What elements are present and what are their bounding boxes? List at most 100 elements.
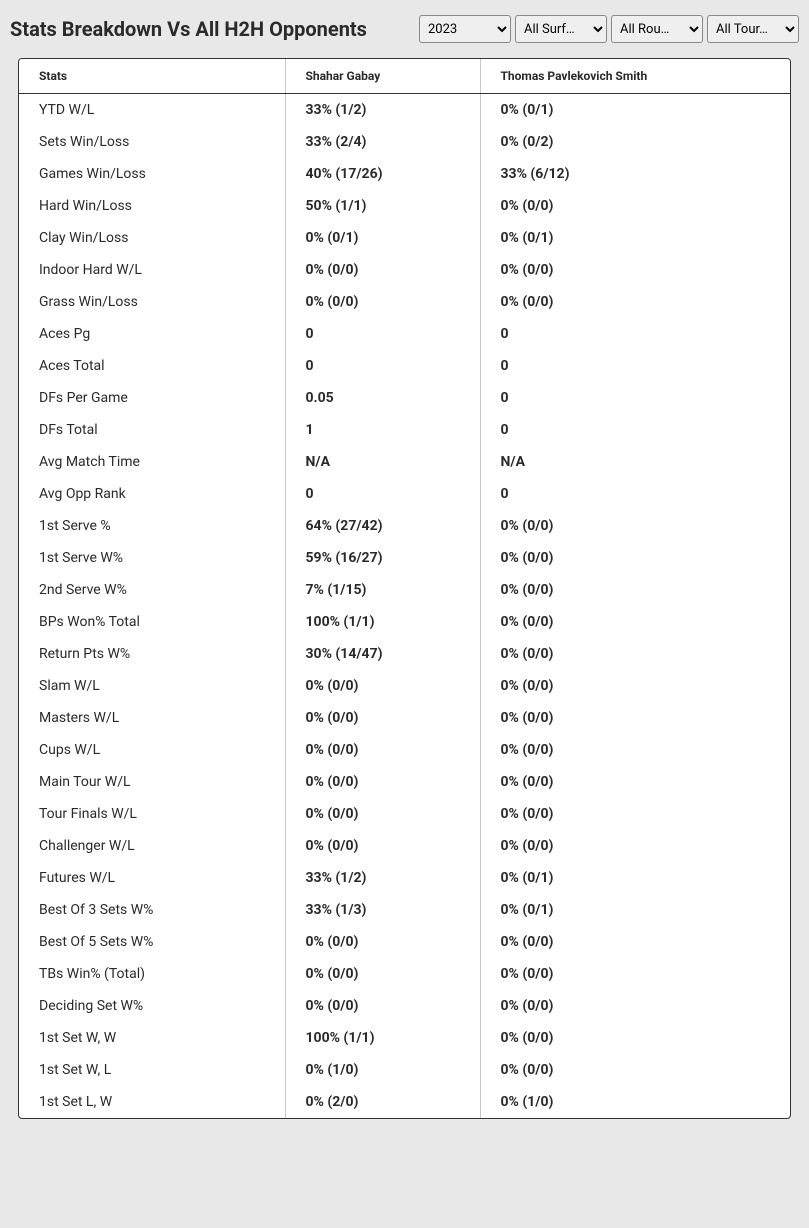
stat-name: Tour Finals W/L <box>19 798 285 830</box>
player2-value: 0% (0/0) <box>480 254 790 286</box>
player2-value: 0% (0/0) <box>480 574 790 606</box>
stat-name: Futures W/L <box>19 862 285 894</box>
table-row: 1st Set W, L0% (1/0)0% (0/0) <box>19 1054 790 1086</box>
table-row: Cups W/L0% (0/0)0% (0/0) <box>19 734 790 766</box>
player1-value: 0 <box>285 318 480 350</box>
player2-value: 0% (0/0) <box>480 670 790 702</box>
player1-value: 0% (0/0) <box>285 990 480 1022</box>
player2-value: 0% (0/0) <box>480 702 790 734</box>
table-row: Best Of 5 Sets W%0% (0/0)0% (0/0) <box>19 926 790 958</box>
table-row: Return Pts W%30% (14/47)0% (0/0) <box>19 638 790 670</box>
player2-value: 0% (0/0) <box>480 638 790 670</box>
player1-value: 0 <box>285 350 480 382</box>
stat-name: Challenger W/L <box>19 830 285 862</box>
table-row: 1st Serve %64% (27/42)0% (0/0) <box>19 510 790 542</box>
player1-value: 0% (0/0) <box>285 926 480 958</box>
player1-value: 0% (0/1) <box>285 222 480 254</box>
player1-value: 33% (1/3) <box>285 894 480 926</box>
filters: 2023 All Surf… All Rou… All Tour… <box>419 15 799 43</box>
table-row: DFs Per Game0.050 <box>19 382 790 414</box>
player1-value: 30% (14/47) <box>285 638 480 670</box>
player2-value: 0% (0/0) <box>480 190 790 222</box>
player1-value: 0% (0/0) <box>285 670 480 702</box>
table-row: Best Of 3 Sets W%33% (1/3)0% (0/1) <box>19 894 790 926</box>
player2-value: 0% (0/0) <box>480 1054 790 1086</box>
player2-value: 0 <box>480 382 790 414</box>
player1-value: 59% (16/27) <box>285 542 480 574</box>
player1-value: 0% (0/0) <box>285 766 480 798</box>
surface-select[interactable]: All Surf… <box>515 15 607 43</box>
table-row: Indoor Hard W/L0% (0/0)0% (0/0) <box>19 254 790 286</box>
player2-value: 0 <box>480 350 790 382</box>
player2-value: N/A <box>480 446 790 478</box>
player2-value: 0% (0/0) <box>480 1022 790 1054</box>
player2-value: 0 <box>480 318 790 350</box>
table-row: Deciding Set W%0% (0/0)0% (0/0) <box>19 990 790 1022</box>
table-row: Games Win/Loss40% (17/26)33% (6/12) <box>19 158 790 190</box>
player2-value: 0% (0/1) <box>480 222 790 254</box>
player2-value: 0% (0/1) <box>480 94 790 127</box>
stat-name: Aces Total <box>19 350 285 382</box>
stat-name: Main Tour W/L <box>19 766 285 798</box>
year-select[interactable]: 2023 <box>419 15 511 43</box>
stat-name: Avg Opp Rank <box>19 478 285 510</box>
player2-value: 0% (0/0) <box>480 510 790 542</box>
stat-name: Sets Win/Loss <box>19 126 285 158</box>
stat-name: Games Win/Loss <box>19 158 285 190</box>
player2-value: 0% (0/0) <box>480 990 790 1022</box>
table-row: Futures W/L33% (1/2)0% (0/1) <box>19 862 790 894</box>
stat-name: Slam W/L <box>19 670 285 702</box>
player2-value: 0% (0/0) <box>480 286 790 318</box>
header: Stats Breakdown Vs All H2H Opponents 202… <box>0 0 809 58</box>
player2-value: 0 <box>480 414 790 446</box>
player2-value: 0% (0/0) <box>480 542 790 574</box>
stat-name: Best Of 5 Sets W% <box>19 926 285 958</box>
player2-value: 0% (0/0) <box>480 926 790 958</box>
stat-name: Deciding Set W% <box>19 990 285 1022</box>
table-row: Avg Opp Rank00 <box>19 478 790 510</box>
stat-name: 2nd Serve W% <box>19 574 285 606</box>
tournament-select[interactable]: All Tour… <box>707 15 799 43</box>
stat-name: 1st Set W, W <box>19 1022 285 1054</box>
table-row: Tour Finals W/L0% (0/0)0% (0/0) <box>19 798 790 830</box>
player1-value: 40% (17/26) <box>285 158 480 190</box>
stat-name: 1st Serve W% <box>19 542 285 574</box>
stat-name: Hard Win/Loss <box>19 190 285 222</box>
player2-value: 0% (0/1) <box>480 894 790 926</box>
player1-value: 0% (0/0) <box>285 798 480 830</box>
stat-name: Return Pts W% <box>19 638 285 670</box>
stats-table: Stats Shahar Gabay Thomas Pavlekovich Sm… <box>19 59 790 1118</box>
player1-value: 100% (1/1) <box>285 1022 480 1054</box>
stat-name: TBs Win% (Total) <box>19 958 285 990</box>
player2-value: 0% (1/0) <box>480 1086 790 1118</box>
player1-value: 0.05 <box>285 382 480 414</box>
stat-name: Masters W/L <box>19 702 285 734</box>
player1-value: 0% (0/0) <box>285 734 480 766</box>
player1-value: 0% (0/0) <box>285 286 480 318</box>
table-row: Hard Win/Loss50% (1/1)0% (0/0) <box>19 190 790 222</box>
column-header-stats: Stats <box>19 59 285 94</box>
player1-value: 7% (1/15) <box>285 574 480 606</box>
stat-name: Cups W/L <box>19 734 285 766</box>
stat-name: Avg Match Time <box>19 446 285 478</box>
stat-name: 1st Set L, W <box>19 1086 285 1118</box>
player1-value: 0% (0/0) <box>285 254 480 286</box>
player2-value: 0% (0/0) <box>480 830 790 862</box>
round-select[interactable]: All Rou… <box>611 15 703 43</box>
player2-value: 0% (0/0) <box>480 766 790 798</box>
table-row: Masters W/L0% (0/0)0% (0/0) <box>19 702 790 734</box>
stat-name: 1st Set W, L <box>19 1054 285 1086</box>
table-row: Avg Match TimeN/AN/A <box>19 446 790 478</box>
player1-value: N/A <box>285 446 480 478</box>
player1-value: 0% (2/0) <box>285 1086 480 1118</box>
stat-name: 1st Serve % <box>19 510 285 542</box>
table-row: 1st Serve W%59% (16/27)0% (0/0) <box>19 542 790 574</box>
table-row: Main Tour W/L0% (0/0)0% (0/0) <box>19 766 790 798</box>
player2-value: 0% (0/0) <box>480 734 790 766</box>
stat-name: DFs Total <box>19 414 285 446</box>
stat-name: Aces Pg <box>19 318 285 350</box>
stats-tbody: YTD W/L33% (1/2)0% (0/1)Sets Win/Loss33%… <box>19 94 790 1119</box>
player1-value: 50% (1/1) <box>285 190 480 222</box>
column-header-player2: Thomas Pavlekovich Smith <box>480 59 790 94</box>
table-row: Aces Pg00 <box>19 318 790 350</box>
